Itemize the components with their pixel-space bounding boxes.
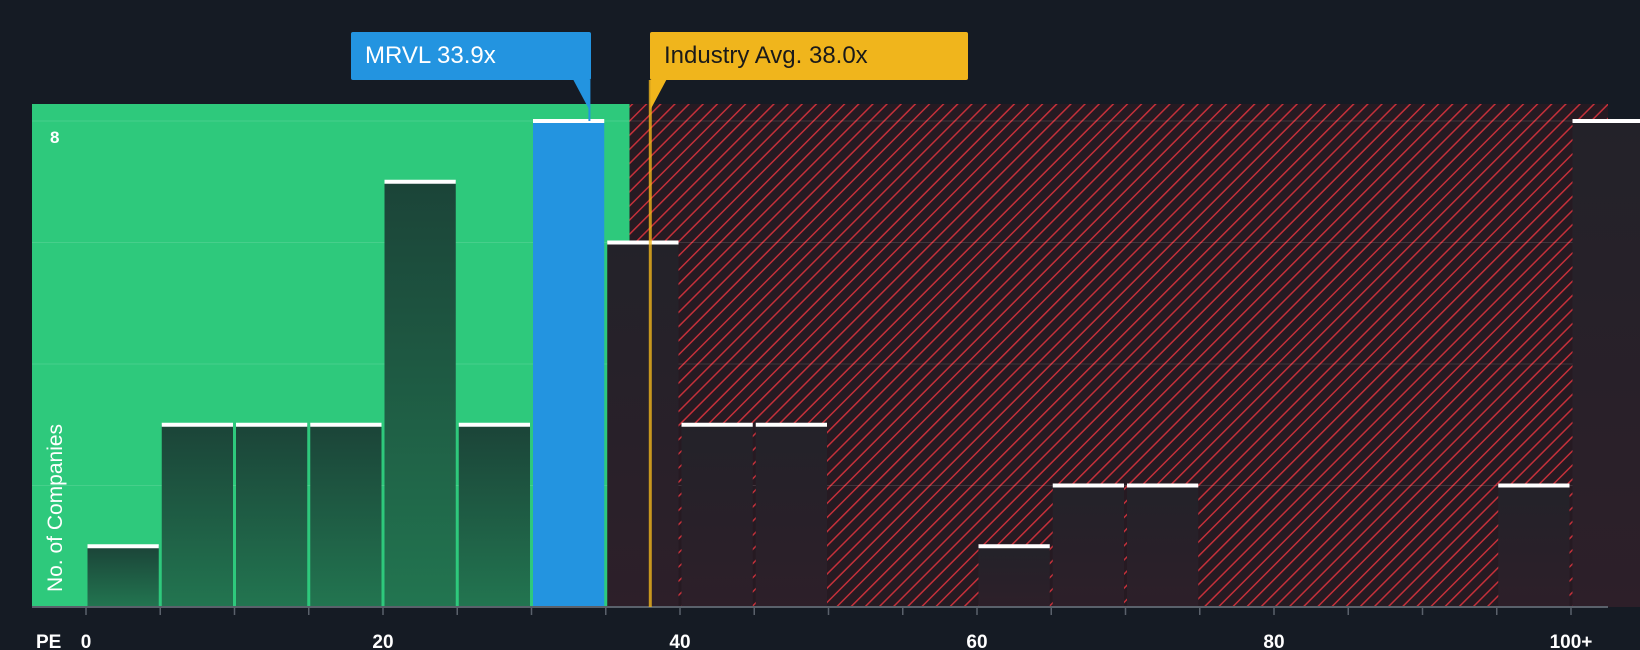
histogram-bar <box>607 242 679 607</box>
bar-top-cap <box>1498 483 1570 488</box>
bar-top-cap <box>310 422 382 427</box>
industry-avg-callout: Industry Avg. 38.0x <box>650 32 968 80</box>
bar-top-cap <box>755 422 827 427</box>
x-tick-label: 0 <box>81 632 92 650</box>
histogram-bar <box>978 546 1050 607</box>
histogram-bar <box>1127 485 1199 607</box>
histogram-bar <box>384 181 456 607</box>
bar-top-cap <box>1052 483 1124 488</box>
histogram-bar <box>681 424 753 607</box>
histogram-bar <box>458 424 530 607</box>
bar-top-cap <box>533 119 605 123</box>
x-tick-label: 60 <box>966 632 987 650</box>
industry-callout-pointer <box>650 80 667 110</box>
bar-top-cap <box>681 422 753 427</box>
x-tick-label: 100+ <box>1550 632 1593 650</box>
y-axis-label: No. of Companies <box>44 424 67 592</box>
x-tick-label: 80 <box>1263 632 1284 650</box>
histogram-bar <box>236 424 308 607</box>
bar-top-cap <box>978 544 1050 549</box>
bar-top-cap <box>607 240 679 245</box>
histogram-bar <box>1498 485 1570 607</box>
histogram-bar <box>755 424 827 607</box>
company-callout-pointer <box>573 80 590 110</box>
histogram-bar <box>87 546 159 607</box>
x-tick-label: 40 <box>669 632 690 650</box>
histogram-bar <box>310 424 382 607</box>
bar-top-cap <box>161 422 233 427</box>
histogram-bar <box>1572 121 1640 607</box>
company-bar <box>533 121 605 607</box>
x-axis-label: PE <box>36 632 61 650</box>
bar-top-cap <box>384 179 456 184</box>
x-tick-label: 20 <box>372 632 393 650</box>
y-tick-label: 8 <box>50 128 59 147</box>
histogram-bar <box>161 424 233 607</box>
company-pe-callout: MRVL 33.9x <box>351 32 591 80</box>
bar-top-cap <box>1572 119 1640 123</box>
bar-top-cap <box>1127 483 1199 488</box>
histogram-bar <box>1052 485 1124 607</box>
bar-top-cap <box>236 422 308 427</box>
bar-top-cap <box>458 422 530 427</box>
bar-top-cap <box>87 544 159 549</box>
